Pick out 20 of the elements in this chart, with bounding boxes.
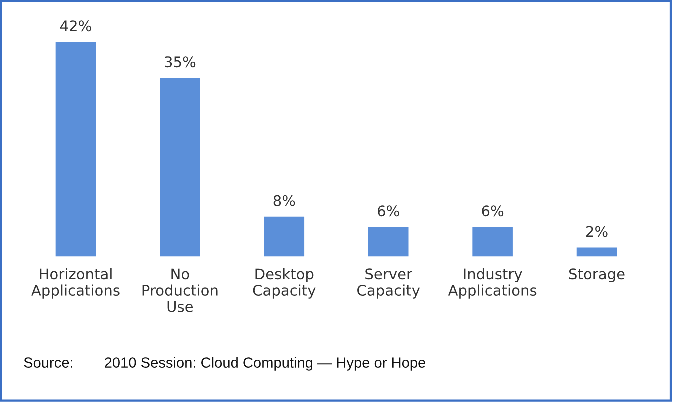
data-label: 6% [482, 206, 504, 217]
x-tick-label: Storage [569, 268, 625, 283]
bar [158, 76, 202, 258]
x-tick-label: Desktop Capacity [253, 268, 316, 299]
bar [367, 226, 410, 258]
x-tick-label: Server Capacity [358, 268, 420, 299]
x-tick-label: Industry Applications [448, 268, 537, 299]
data-label: 35% [165, 56, 196, 68]
bar [471, 226, 514, 258]
bar [54, 40, 98, 258]
data-label: 2% [586, 226, 608, 238]
text: 2010 Session: Cloud Computing — Hype or Hope [105, 357, 426, 371]
data-label: 8% [274, 195, 296, 206]
x-tick-label: Horizontal Applications [32, 268, 120, 299]
data-label: 42% [60, 20, 92, 32]
bar [262, 215, 306, 258]
data-label: 6% [378, 206, 400, 217]
source-note: Source: [24, 358, 72, 368]
x-tick-label: No Production Use [142, 268, 218, 312]
bar [575, 246, 619, 258]
